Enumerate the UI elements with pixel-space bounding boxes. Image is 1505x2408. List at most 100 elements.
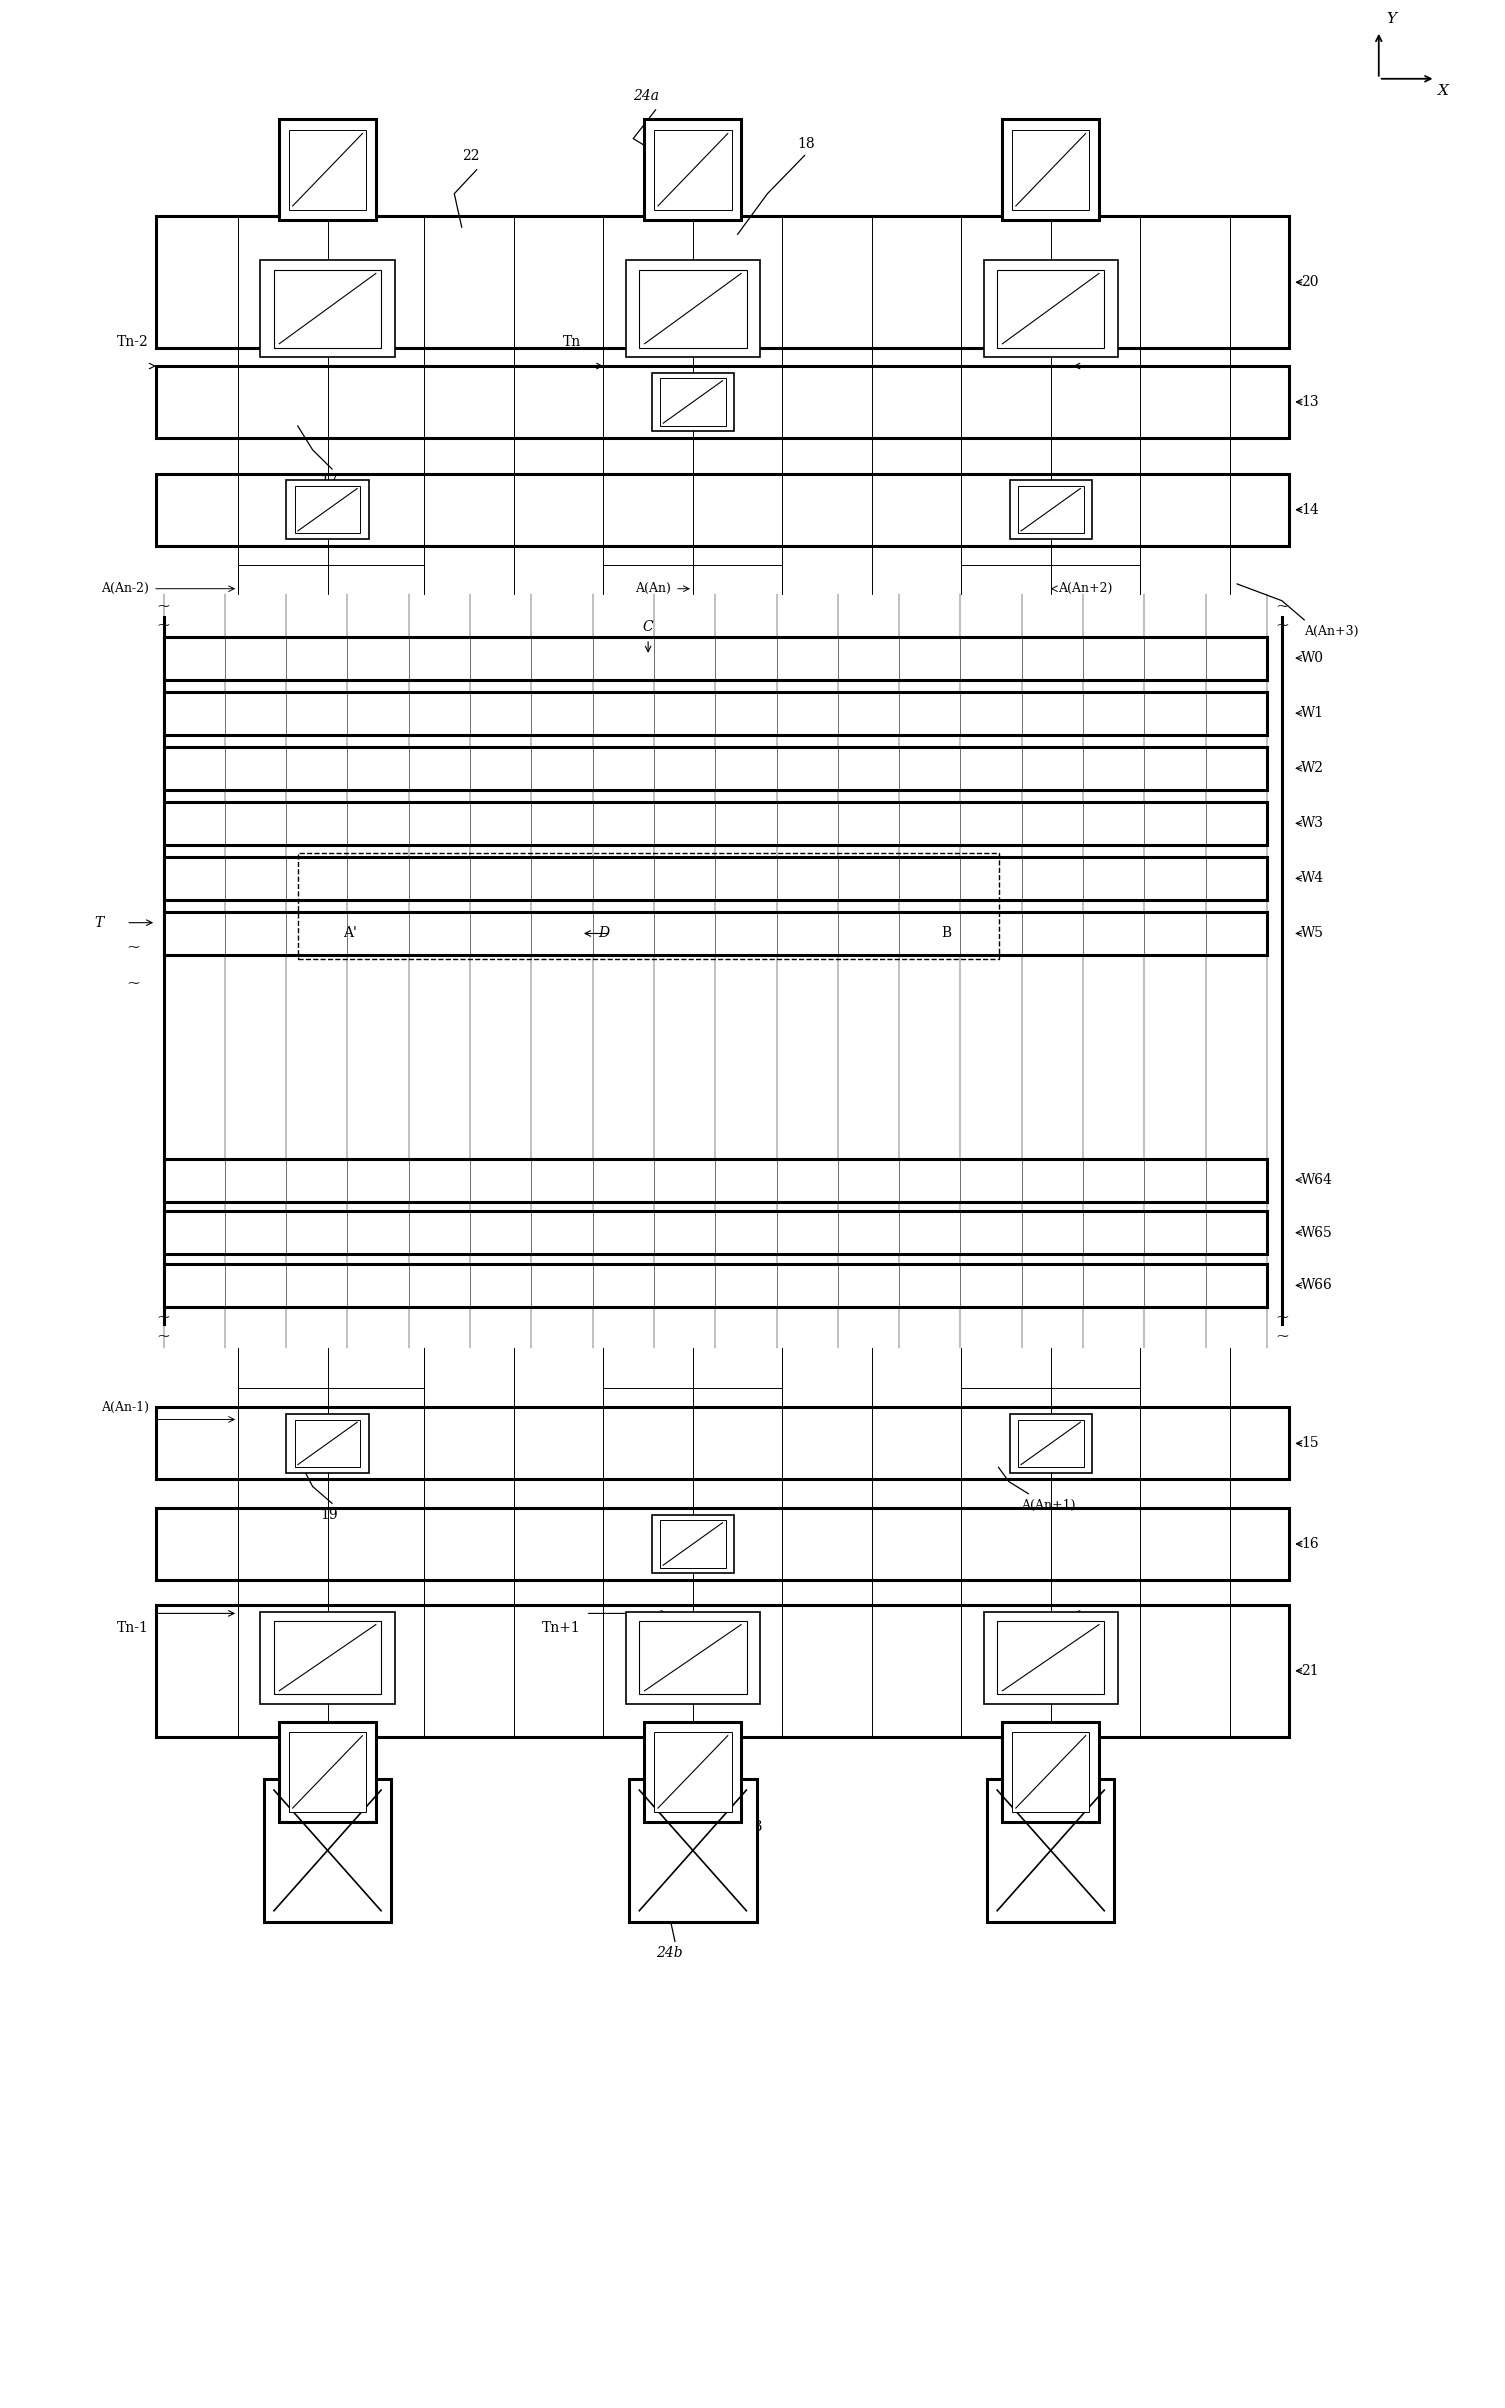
Text: 13: 13 xyxy=(1302,395,1318,409)
Text: ~: ~ xyxy=(157,1308,170,1324)
Bar xyxy=(655,130,731,209)
Text: A(An+2): A(An+2) xyxy=(1058,583,1112,595)
Bar xyxy=(157,217,1290,349)
Text: ~: ~ xyxy=(157,597,170,614)
Text: W2: W2 xyxy=(1302,761,1324,775)
Text: T: T xyxy=(95,915,104,929)
Bar xyxy=(164,1211,1267,1255)
Bar xyxy=(263,1780,391,1922)
Text: A(An-2): A(An-2) xyxy=(101,583,149,595)
Bar xyxy=(278,1722,376,1823)
Bar xyxy=(652,373,734,431)
Text: 22: 22 xyxy=(462,149,479,164)
Text: 23: 23 xyxy=(745,1820,763,1835)
Bar xyxy=(164,636,1267,679)
Bar xyxy=(987,1780,1115,1922)
Bar xyxy=(659,378,725,426)
Bar xyxy=(984,1611,1118,1702)
Text: ~: ~ xyxy=(1275,1327,1288,1344)
Text: Y: Y xyxy=(1386,12,1397,26)
Bar xyxy=(1017,1421,1084,1466)
Bar xyxy=(260,260,394,356)
Bar xyxy=(984,260,1118,356)
Bar xyxy=(1010,479,1093,539)
Text: 19: 19 xyxy=(321,1507,337,1522)
Text: A(An): A(An) xyxy=(635,583,671,595)
Text: 15: 15 xyxy=(1302,1438,1318,1450)
Text: W3: W3 xyxy=(1302,816,1324,831)
Text: ~: ~ xyxy=(1275,1308,1288,1324)
Bar xyxy=(996,270,1105,347)
Text: W5: W5 xyxy=(1302,927,1324,942)
Text: 24a: 24a xyxy=(634,89,659,104)
Bar xyxy=(1002,1722,1099,1823)
Bar xyxy=(164,802,1267,845)
Text: ~: ~ xyxy=(1275,597,1288,614)
Bar xyxy=(286,479,369,539)
Text: D: D xyxy=(597,927,610,942)
Bar xyxy=(274,1621,381,1695)
Text: ~: ~ xyxy=(157,616,170,633)
Text: W64: W64 xyxy=(1302,1173,1333,1187)
Bar xyxy=(278,120,376,219)
Bar xyxy=(629,1780,757,1922)
Text: B: B xyxy=(941,927,951,942)
Text: 17: 17 xyxy=(321,474,337,489)
Bar xyxy=(298,852,998,958)
Text: Tn-1: Tn-1 xyxy=(117,1621,149,1635)
Bar xyxy=(164,691,1267,734)
Bar xyxy=(652,1515,734,1572)
Bar xyxy=(996,1621,1105,1695)
Bar xyxy=(1010,1413,1093,1474)
Text: 20: 20 xyxy=(1302,275,1318,289)
Bar xyxy=(157,366,1290,438)
Bar xyxy=(626,260,760,356)
Text: 18: 18 xyxy=(798,137,814,152)
Text: X: X xyxy=(1439,84,1449,99)
Bar xyxy=(164,1158,1267,1202)
Text: Tn-2: Tn-2 xyxy=(117,335,149,349)
Text: ~: ~ xyxy=(1275,616,1288,633)
Bar xyxy=(644,120,742,219)
Text: W0: W0 xyxy=(1302,650,1324,665)
Bar xyxy=(286,1413,369,1474)
Bar xyxy=(164,857,1267,901)
Text: Tn+3: Tn+3 xyxy=(1081,1621,1120,1635)
Bar xyxy=(626,1611,760,1702)
Bar xyxy=(274,270,381,347)
Text: W4: W4 xyxy=(1302,872,1324,886)
Bar xyxy=(289,130,366,209)
Bar xyxy=(1011,130,1090,209)
Bar xyxy=(655,1731,731,1813)
Bar xyxy=(164,1264,1267,1308)
Bar xyxy=(157,474,1290,547)
Bar xyxy=(289,1731,366,1813)
Text: Tn+2: Tn+2 xyxy=(1081,335,1120,349)
Bar xyxy=(1011,1731,1090,1813)
Text: W65: W65 xyxy=(1302,1226,1333,1240)
Text: W66: W66 xyxy=(1302,1279,1333,1293)
Bar xyxy=(164,746,1267,790)
Bar xyxy=(295,486,361,532)
Bar xyxy=(644,1722,742,1823)
Text: Tn+1: Tn+1 xyxy=(542,1621,581,1635)
Text: 16: 16 xyxy=(1302,1536,1318,1551)
Text: A(An+1): A(An+1) xyxy=(1020,1498,1076,1512)
Bar xyxy=(164,913,1267,956)
Bar xyxy=(157,1409,1290,1479)
Text: Tn: Tn xyxy=(563,335,581,349)
Bar xyxy=(157,1606,1290,1736)
Bar xyxy=(640,270,746,347)
Text: 21: 21 xyxy=(1302,1664,1318,1678)
Bar xyxy=(1017,486,1084,532)
Text: W1: W1 xyxy=(1302,706,1324,720)
Text: 24b: 24b xyxy=(656,1946,682,1960)
Bar xyxy=(1002,120,1099,219)
Text: ~: ~ xyxy=(126,939,140,956)
Text: C: C xyxy=(643,621,653,633)
Bar xyxy=(157,1507,1290,1580)
Bar xyxy=(659,1519,725,1568)
Text: 14: 14 xyxy=(1302,503,1318,518)
Bar xyxy=(295,1421,361,1466)
Text: A(An-1): A(An-1) xyxy=(101,1401,149,1413)
